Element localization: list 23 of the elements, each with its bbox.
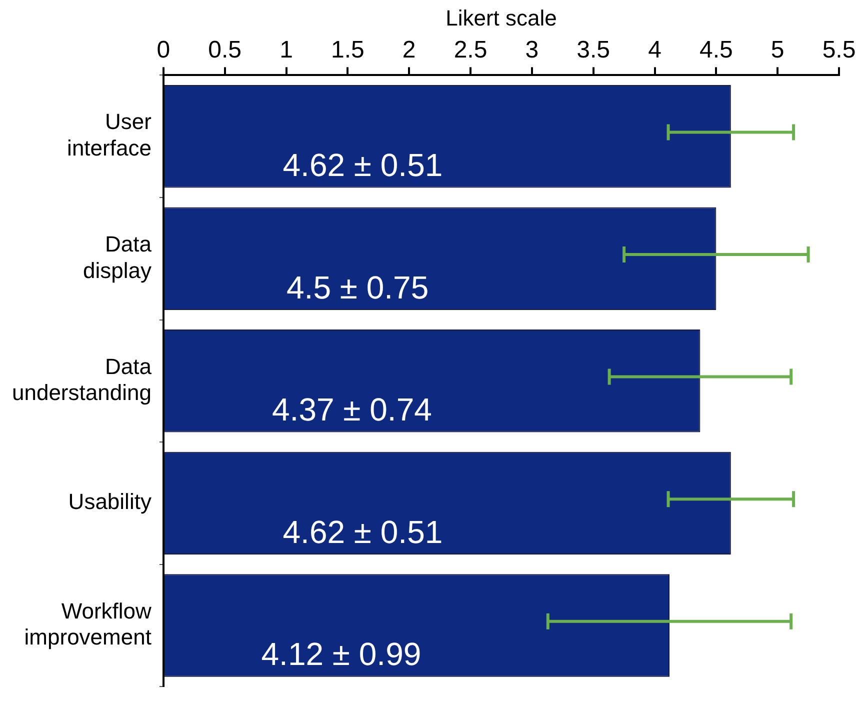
- y-tick-label: Data understanding: [12, 354, 152, 406]
- x-tick-label: 2: [402, 36, 416, 64]
- x-axis-title: Likert scale: [446, 5, 557, 30]
- x-tick-label: 1.5: [331, 36, 364, 64]
- x-tick-label: 3.5: [576, 36, 610, 64]
- data-label: 4.5 ± 0.75: [286, 269, 429, 306]
- y-tick-label: Data display: [82, 231, 152, 283]
- y-tick-label: Workflow improvement: [24, 598, 152, 650]
- x-tick-label: 1: [280, 36, 293, 64]
- y-tick-label: User interface: [67, 109, 152, 161]
- x-tick-label: 3: [525, 36, 539, 64]
- x-tick-label: 4: [648, 36, 662, 64]
- data-label: 4.62 ± 0.51: [282, 146, 443, 183]
- data-label: 4.62 ± 0.51: [282, 514, 443, 550]
- x-tick-label: 0: [156, 36, 170, 64]
- x-tick-label: 5: [770, 36, 784, 64]
- x-tick-label: 2.5: [454, 36, 488, 64]
- x-tick-label: 5.5: [822, 36, 856, 64]
- x-tick-label: 4.5: [699, 36, 733, 64]
- data-label: 4.12 ± 0.99: [261, 636, 422, 672]
- x-tick-label: 0.5: [208, 36, 242, 64]
- data-label: 4.37 ± 0.74: [272, 392, 432, 428]
- y-tick-label: Usability: [68, 489, 152, 514]
